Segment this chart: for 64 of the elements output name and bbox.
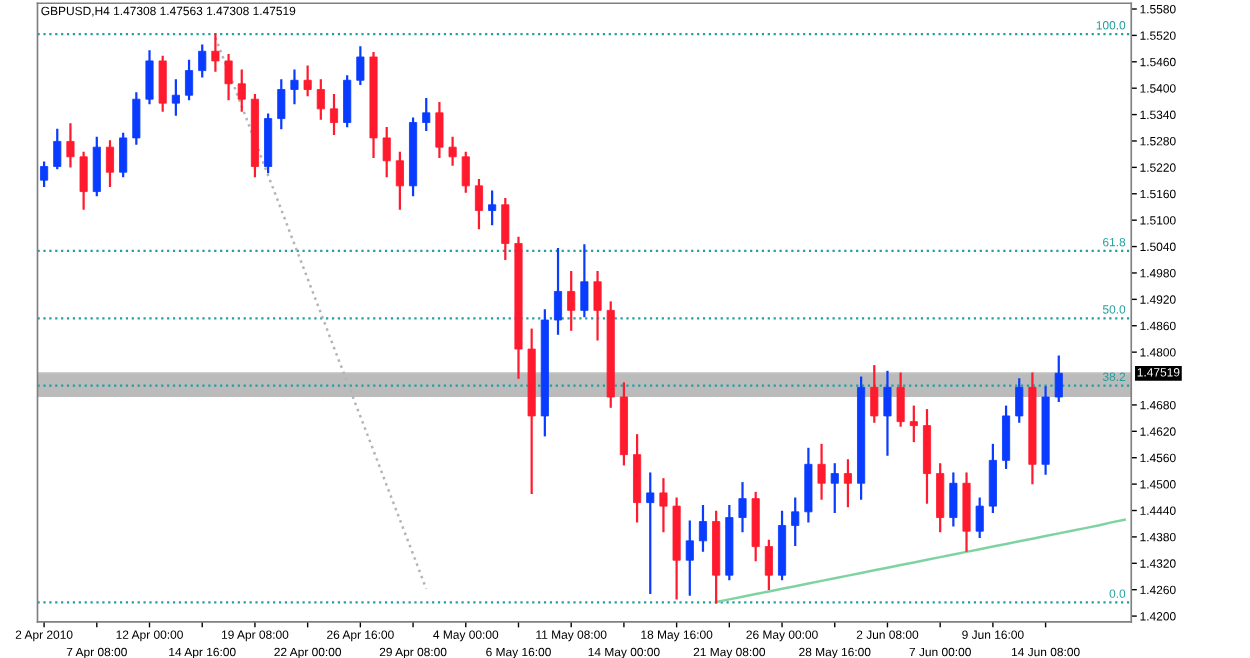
- candlestick: [290, 69, 299, 105]
- candlestick: [66, 123, 75, 168]
- candlestick: [132, 92, 141, 145]
- candlestick: [659, 478, 668, 533]
- candlestick: [764, 539, 773, 590]
- candlestick: [461, 151, 470, 193]
- candlestick: [303, 65, 312, 97]
- candlestick: [580, 244, 589, 318]
- candlestick: [356, 46, 365, 85]
- candlestick: [685, 520, 694, 596]
- candlestick: [501, 197, 510, 260]
- candlestick: [883, 370, 892, 456]
- candlestick: [804, 447, 813, 523]
- candlestick: [145, 50, 154, 105]
- candlestick: [435, 102, 444, 158]
- candlestick: [909, 405, 918, 443]
- candlestick: [264, 113, 273, 174]
- candlestick: [316, 79, 325, 120]
- candlestick: [1002, 405, 1011, 469]
- candlestick: [382, 127, 391, 178]
- candlestick: [922, 409, 932, 504]
- candlestick: [949, 472, 958, 527]
- candlestick: [896, 372, 905, 427]
- candlestick: [870, 365, 879, 423]
- candlestick: [751, 491, 760, 562]
- candlestick: [224, 54, 233, 101]
- candlestick: [791, 497, 800, 546]
- candlestick: [185, 59, 194, 101]
- candlestick: [237, 69, 246, 112]
- candlestick: [92, 136, 101, 197]
- candlestick: [817, 443, 826, 500]
- candlestick: [79, 151, 88, 210]
- candlestick: [646, 472, 655, 594]
- candlestick: [975, 497, 984, 539]
- candlestick: [198, 44, 207, 78]
- candlestick: [988, 443, 997, 513]
- candlestick: [962, 472, 971, 552]
- candlestick: [1015, 378, 1024, 423]
- candlestick: [936, 463, 945, 533]
- candlestick: [830, 463, 839, 513]
- line-series: [714, 518, 1126, 604]
- candlestick: [448, 136, 457, 166]
- candlestick: [343, 75, 352, 128]
- candlestick: [738, 482, 747, 533]
- candlestick: [211, 32, 220, 72]
- candlestick: [567, 270, 576, 331]
- candlestick: [329, 94, 339, 136]
- candlestick: [40, 161, 49, 187]
- candlestick: [395, 151, 404, 210]
- candlestick: [105, 140, 115, 187]
- candlestick: [843, 459, 852, 508]
- candlestick: [171, 79, 180, 116]
- candlestick: [474, 179, 483, 230]
- candlestick: [553, 248, 563, 335]
- candlestick: [1054, 355, 1063, 403]
- candlestick: [158, 55, 167, 112]
- candlestick: [422, 98, 431, 132]
- candlestick: [119, 132, 128, 178]
- candlestick: [633, 434, 642, 523]
- candlestick: [488, 190, 497, 226]
- candlestick: [698, 505, 708, 552]
- candlestick: [53, 128, 62, 170]
- candlestick: [593, 270, 602, 341]
- candlestick: [277, 79, 286, 130]
